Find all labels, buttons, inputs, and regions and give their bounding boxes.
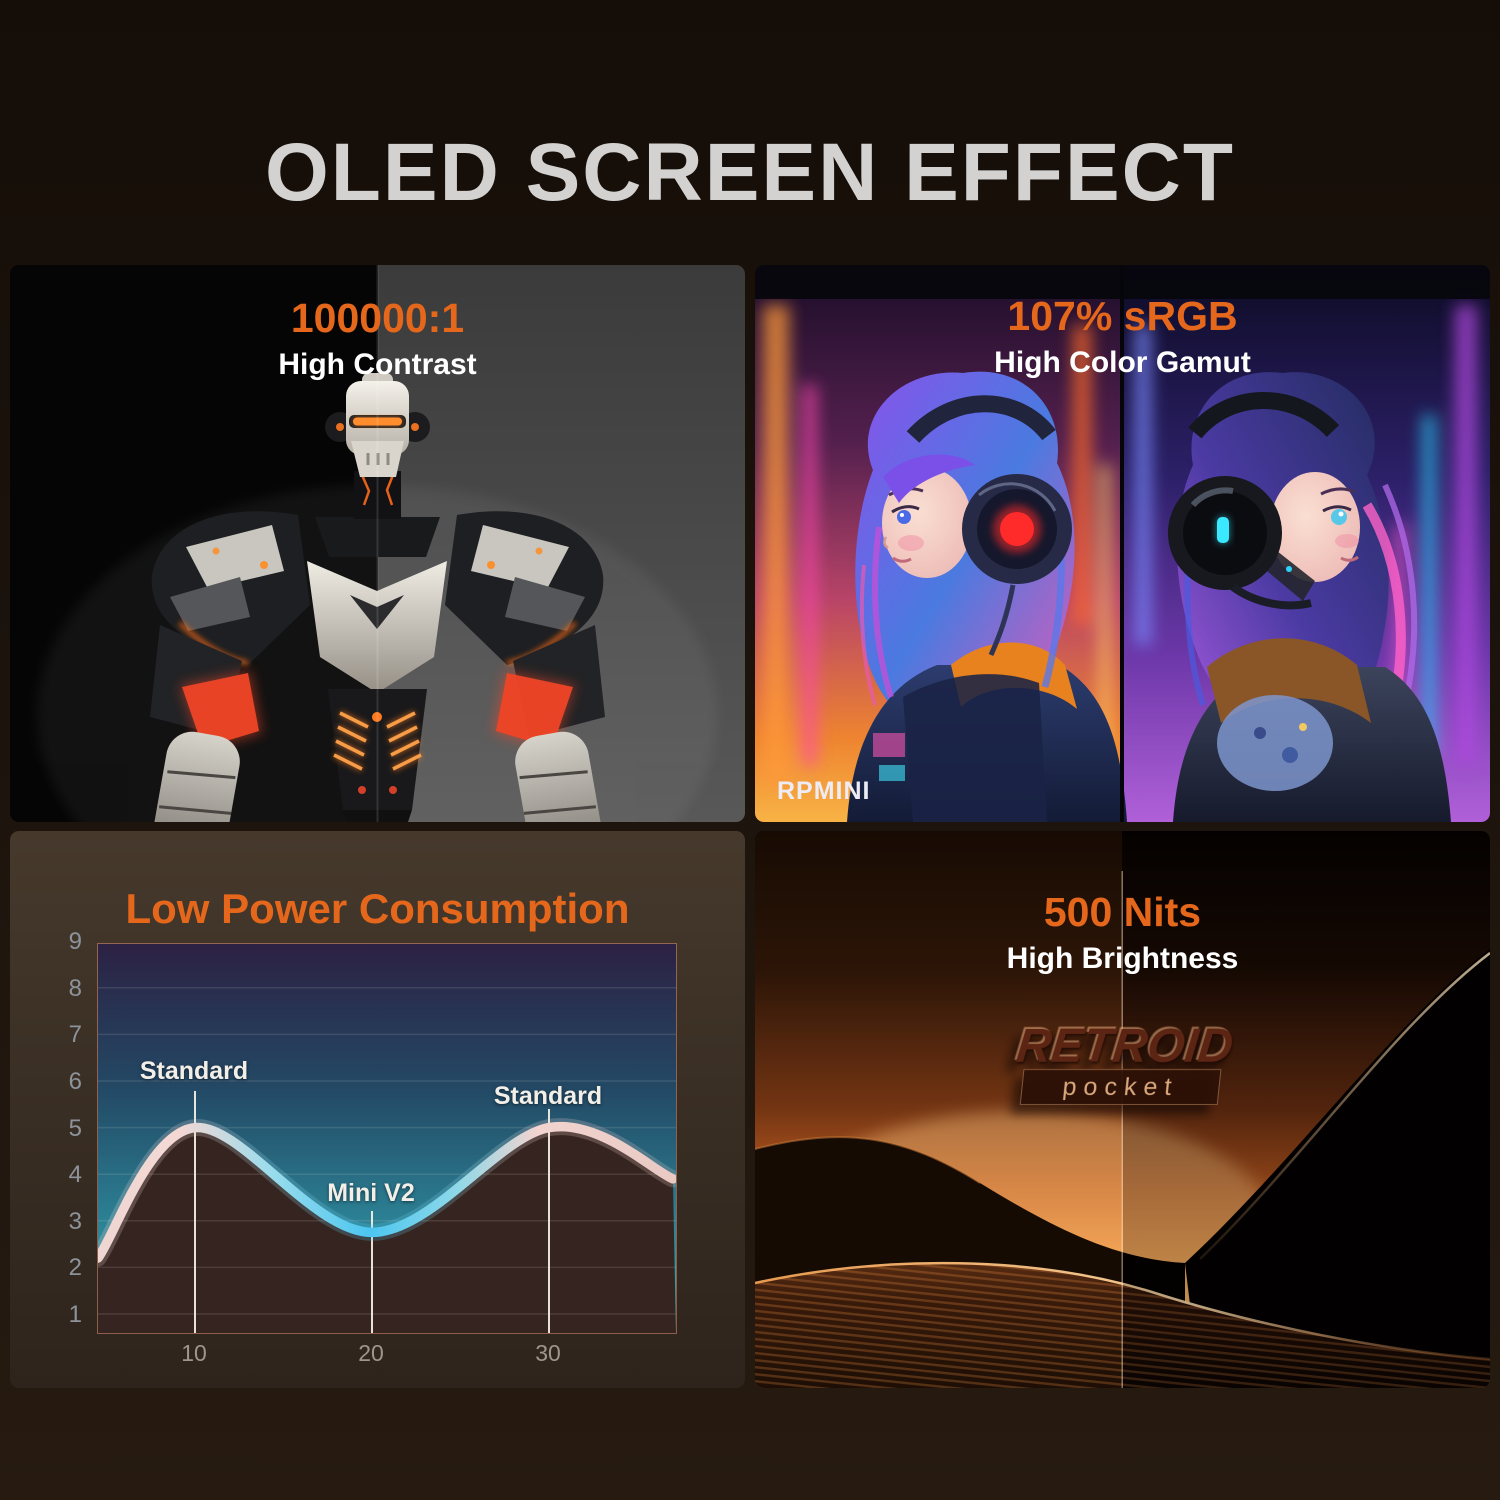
contrast-heading: 100000:1 High Contrast	[10, 293, 745, 384]
x-axis-tick: 30	[535, 1340, 561, 1366]
contrast-ratio-stat: 100000:1	[290, 295, 465, 341]
dune-rim-light	[1199, 952, 1490, 1260]
y-axis-tick: 9	[68, 928, 82, 955]
girl-right	[1168, 372, 1451, 822]
power-curve	[98, 1121, 676, 1263]
x-axis-tick: 20	[358, 1340, 384, 1366]
gamut-caption: High Color Gamut	[994, 346, 1251, 380]
srgb-stat: 107% sRGB	[1007, 293, 1238, 339]
chart-annotation-mini-v2: Mini V2	[327, 1179, 415, 1207]
y-axis-tick: 3	[68, 1208, 82, 1235]
panel-high-contrast: 100000:1 High Contrast	[10, 265, 745, 822]
y-axis-tick: 8	[68, 975, 82, 1002]
x-axis-tick: 10	[181, 1340, 207, 1366]
color-gamut-artwork	[755, 265, 1490, 822]
chart-annotation-standard-1: Standard	[139, 1057, 249, 1085]
y-axis-tick: 4	[68, 1161, 82, 1188]
split-divider-line	[1121, 871, 1123, 1388]
split-divider-line	[376, 265, 379, 822]
brightness-caption: High Brightness	[1006, 942, 1239, 976]
retroid-logo-text: RETROID	[1013, 1020, 1236, 1073]
y-axis-tick: 5	[68, 1115, 82, 1142]
power-consumption-chart	[97, 943, 677, 1334]
crest-highlight	[755, 1261, 1490, 1361]
retroid-pocket-logo: RETROID pocket	[1010, 1020, 1236, 1105]
dim-half-overlay	[1123, 831, 1490, 1388]
y-axis-tick: 2	[68, 1254, 82, 1281]
neon-light-streaks	[763, 305, 1477, 785]
page-title: OLED SCREEN EFFECT	[265, 127, 1235, 218]
pocket-logo-bar: pocket	[1019, 1069, 1221, 1105]
panel-high-brightness: 500 Nits High Brightness RETROID pocket	[755, 831, 1490, 1388]
y-axis-tick: 1	[68, 1301, 82, 1328]
pocket-logo-text: pocket	[1060, 1072, 1180, 1101]
split-divider-line	[1120, 265, 1124, 822]
contrast-caption: High Contrast	[278, 348, 477, 382]
y-axis-tick: 6	[68, 1068, 82, 1095]
big-dune-right	[1185, 949, 1490, 1388]
gamut-heading: 107% sRGB High Color Gamut	[755, 291, 1490, 382]
panel-color-gamut: 107% sRGB High Color Gamut RPMINI	[755, 265, 1490, 822]
nits-stat: 500 Nits	[1043, 889, 1202, 935]
y-axis-tick: 7	[68, 1021, 82, 1048]
robot-mech-figure	[149, 373, 610, 822]
chart-title: Low Power Consumption	[125, 885, 630, 932]
power-chart-canvas	[98, 944, 676, 1333]
area-below-curve	[98, 1126, 676, 1333]
chart-annotation-standard-2: Standard	[493, 1082, 603, 1110]
panel-low-power-consumption: Low Power Consumption 9 8 7 6 5 4 3 2 1 …	[10, 831, 745, 1388]
brightness-heading: 500 Nits High Brightness	[755, 887, 1490, 978]
rpmini-watermark: RPMINI	[777, 777, 871, 805]
girl-left	[847, 371, 1127, 822]
contrast-robot-artwork	[10, 265, 745, 822]
desert-dunes-artwork	[755, 831, 1490, 1388]
